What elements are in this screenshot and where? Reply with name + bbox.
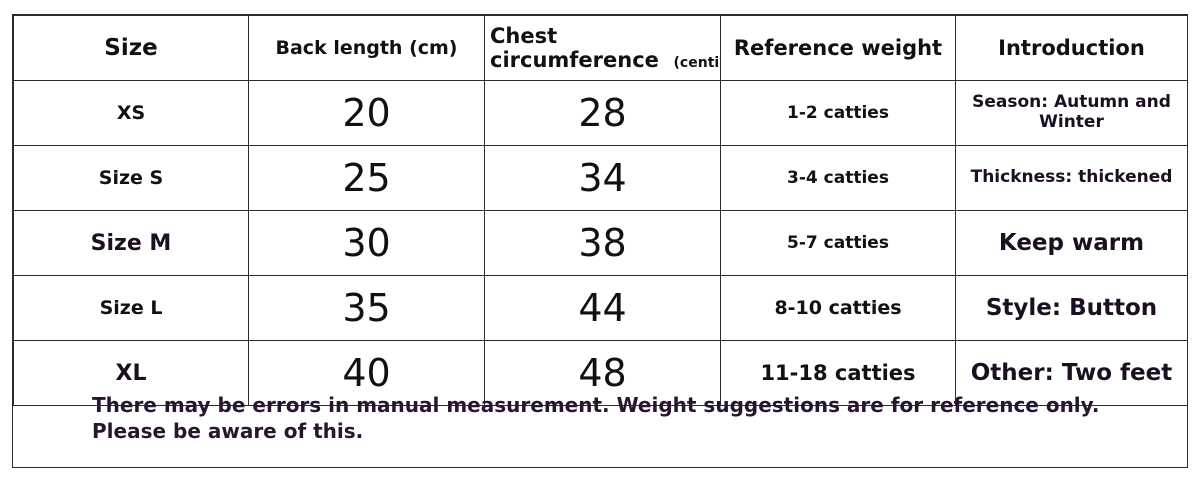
row-intro: Keep warm xyxy=(955,210,1188,276)
row-weight: 1-2 catties xyxy=(720,80,956,146)
header-back-length: Back length (cm) xyxy=(248,15,485,81)
table-row: Size S 25 34 3-4 catties Thickness: thic… xyxy=(13,145,1188,211)
row-intro: Style: Button xyxy=(955,275,1188,341)
note-line2: Please be aware of this. xyxy=(92,419,364,443)
row-size: Size S xyxy=(13,145,249,211)
row-chest: 28 xyxy=(484,80,721,146)
row-size: Size M xyxy=(13,210,249,276)
table-row: Size L 35 44 8-10 catties Style: Button xyxy=(13,275,1188,341)
row-back-length: 40 xyxy=(248,340,485,406)
header-chest-line2: circumference xyxy=(490,48,659,72)
row-intro: Thickness: thickened xyxy=(955,145,1188,211)
row-back-length: 20 xyxy=(248,80,485,146)
row-chest: 44 xyxy=(484,275,721,341)
header-chest-unit: (centimeter) xyxy=(673,55,720,71)
row-weight: 11-18 catties xyxy=(720,340,956,406)
note-line1: There may be errors in manual measuremen… xyxy=(92,393,1100,417)
header-chest: Chest circumference (centimeter) xyxy=(484,15,721,81)
table-row: Size M 30 38 5-7 catties Keep warm xyxy=(13,210,1188,276)
header-intro: Introduction xyxy=(955,15,1188,81)
row-chest: 38 xyxy=(484,210,721,276)
row-chest: 34 xyxy=(484,145,721,211)
header-weight: Reference weight xyxy=(720,15,956,81)
row-size: Size L xyxy=(13,275,249,341)
header-chest-line1: Chest xyxy=(490,23,558,48)
row-back-length: 30 xyxy=(248,210,485,276)
row-weight: 5-7 catties xyxy=(720,210,956,276)
size-table: Size Back length (cm) Chest circumferenc… xyxy=(13,15,1188,406)
row-chest: 48 xyxy=(484,340,721,406)
row-size: XS xyxy=(13,80,249,146)
size-chart: Size Back length (cm) Chest circumferenc… xyxy=(12,14,1188,468)
row-size: XL xyxy=(13,340,249,406)
row-weight: 3-4 catties xyxy=(720,145,956,211)
row-intro: Other: Two feet xyxy=(955,340,1188,406)
header-row: Size Back length (cm) Chest circumferenc… xyxy=(13,15,1188,81)
row-back-length: 35 xyxy=(248,275,485,341)
header-size: Size xyxy=(13,15,249,81)
row-weight: 8-10 catties xyxy=(720,275,956,341)
row-back-length: 25 xyxy=(248,145,485,211)
table-row: XL 40 48 11-18 catties Other: Two feet xyxy=(13,340,1188,406)
measurement-note: There may be errors in manual measuremen… xyxy=(92,392,1182,444)
table-row: XS 20 28 1-2 catties Season: Autumn and … xyxy=(13,80,1188,146)
row-intro: Season: Autumn and Winter xyxy=(955,80,1188,146)
